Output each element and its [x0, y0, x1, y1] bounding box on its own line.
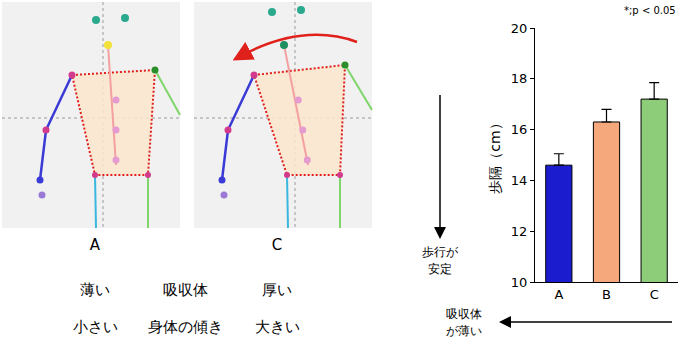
svg-text:歩隔（cm）: 歩隔（cm） — [487, 116, 503, 193]
svg-text:歩行が: 歩行が — [422, 245, 459, 259]
svg-text:大きい: 大きい — [255, 318, 300, 336]
svg-text:吸収体: 吸収体 — [446, 307, 482, 321]
svg-text:吸収体: 吸収体 — [163, 281, 208, 299]
svg-text:が薄い: が薄い — [446, 324, 482, 338]
svg-text:A: A — [554, 287, 563, 302]
svg-text:20: 20 — [511, 21, 528, 36]
svg-text:厚い: 厚い — [262, 281, 292, 299]
svg-text:10: 10 — [511, 275, 528, 290]
svg-text:薄い: 薄い — [80, 281, 110, 299]
svg-text:C: C — [272, 236, 282, 254]
svg-text:A: A — [90, 236, 101, 254]
svg-text:*;p < 0.05: *;p < 0.05 — [624, 5, 676, 16]
svg-text:C: C — [650, 287, 659, 302]
svg-text:18: 18 — [511, 71, 528, 86]
svg-text:安定: 安定 — [428, 262, 452, 276]
svg-text:小さい: 小さい — [73, 318, 118, 336]
svg-text:12: 12 — [511, 224, 528, 239]
svg-text:身体の傾き: 身体の傾き — [148, 318, 223, 336]
svg-text:16: 16 — [511, 122, 528, 137]
svg-text:B: B — [602, 287, 611, 302]
svg-text:14: 14 — [511, 173, 528, 188]
